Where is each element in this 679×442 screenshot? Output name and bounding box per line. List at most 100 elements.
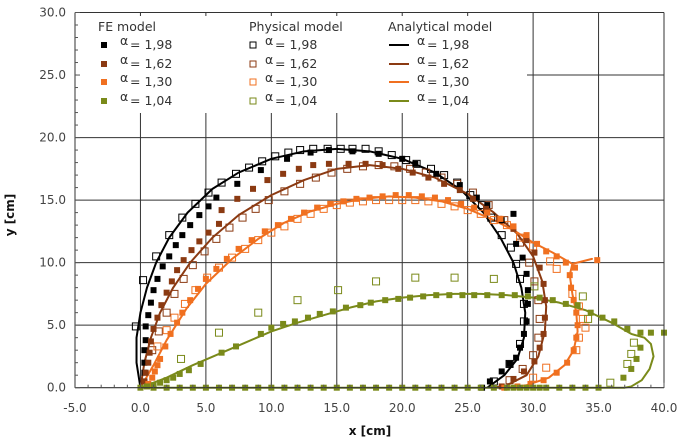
fe-point [562,259,569,266]
physical-point [512,259,521,268]
analytical-line-3 [140,292,655,389]
physical-point [450,273,459,282]
legend-marker-fe [101,42,107,48]
fe-point [471,292,478,299]
physical-point [254,308,263,317]
y-tick-label: 5.0 [47,318,66,332]
fe-point [620,374,627,381]
fe-point [520,330,527,337]
fe-point [235,245,242,252]
physical-point [258,157,267,166]
legend: FE model Physical model Analytical model… [77,16,527,113]
physical-point [552,264,561,273]
legend-label: = 1,62 [275,56,317,71]
physical-point [581,323,590,332]
physical-point [411,273,420,282]
physical-point [629,338,638,347]
fe-point [541,297,548,304]
fe-point [170,374,177,381]
fe-point [147,299,154,306]
physical-point [424,197,433,206]
fe-point [611,318,618,325]
fe-point [157,379,164,386]
axes: -5.0 0.0 5.0 10.0 15.0 20.0 25.0 30.0 35.0 40.0 0.… [39,6,677,416]
fe-point [284,155,291,162]
fe-point [541,314,548,321]
fe-point [149,374,156,381]
fe-point [146,349,153,356]
fe-point [482,205,489,212]
fe-point [473,194,480,201]
physical-point [578,292,587,301]
fe-point [163,289,170,296]
physical-point [254,236,263,245]
fe-point [571,264,578,271]
fe-point [329,308,336,315]
physical-point [606,378,615,387]
physical-point [200,247,209,256]
fe-point [176,370,183,377]
fe-point [197,360,204,367]
physical-point [280,187,289,196]
physical-point [179,274,188,283]
fe-point [379,193,386,200]
fe-point [568,284,575,291]
physical-point [505,359,514,368]
x-tick-label: 20.0 [389,401,416,415]
legend-label: = 1,04 [130,93,172,108]
x-tick-label: 25.0 [454,401,481,415]
fe-point [566,272,573,279]
x-tick-label: 15.0 [323,401,350,415]
physical-point [334,286,343,295]
legend-alpha-symbol: α [120,70,128,85]
fe-point [484,292,491,299]
y-tick-label: 30.0 [39,6,66,20]
physical-point [372,196,381,205]
physical-point [293,296,302,305]
physical-point [525,258,534,267]
fe-point [141,378,148,385]
physical-point [251,204,260,213]
physical-point [264,196,273,205]
fe-point [154,362,161,369]
fe-point [420,293,427,300]
physical-point [225,223,234,232]
fe-point [534,240,541,247]
physical-point [131,322,140,331]
fe-point [168,278,175,285]
legend-marker-fe [101,98,107,104]
fe-point [157,355,164,362]
fe-point [510,375,517,382]
legend-label: = 1,62 [130,56,172,71]
fe-point [471,204,478,211]
fe-point [291,318,298,325]
physical-point [502,221,511,230]
fe-point [174,319,181,326]
physical-point [217,178,226,187]
fe-point [366,194,373,201]
fe-point [367,299,374,306]
fe-point [150,325,157,332]
physical-point [387,151,396,160]
physical-point [238,213,247,222]
fe-point [141,359,148,366]
fe-point [166,253,173,260]
legend-label: = 1,62 [427,56,469,71]
fe-point [510,210,517,217]
fe-point [295,165,302,172]
fe-point [523,232,530,239]
y-tick-label: 20.0 [39,131,66,145]
physical-point [178,213,187,222]
fe-point [141,347,148,354]
fe-point [587,309,594,316]
fe-point [540,280,547,287]
fe-point [536,264,543,271]
legend-alpha-symbol: α [417,89,425,104]
legend-label: = 1,30 [275,74,317,89]
legend-label: = 1,04 [275,93,317,108]
legend-marker-fe [101,79,107,85]
fe-point [445,197,452,204]
fe-point [531,249,538,256]
fe-point [304,314,311,321]
fe-point [232,343,239,350]
